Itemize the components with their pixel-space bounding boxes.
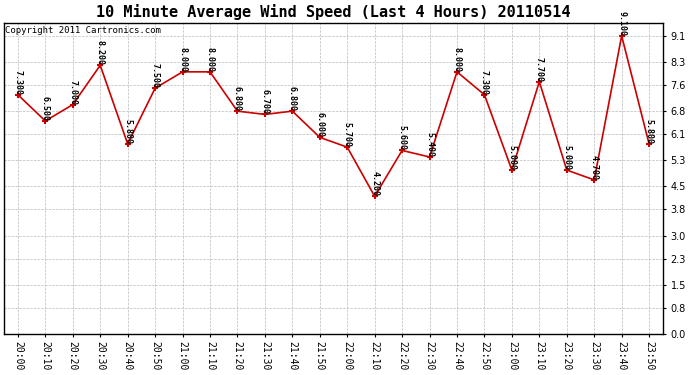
Text: 9.100: 9.100	[617, 11, 626, 36]
Text: 7.300: 7.300	[13, 70, 22, 95]
Text: 8.000: 8.000	[453, 47, 462, 72]
Text: 4.200: 4.200	[370, 171, 380, 196]
Text: 6.800: 6.800	[233, 86, 242, 111]
Text: 6.700: 6.700	[260, 89, 269, 114]
Text: 4.700: 4.700	[590, 155, 599, 180]
Text: 5.400: 5.400	[425, 132, 434, 157]
Text: 8.000: 8.000	[206, 47, 215, 72]
Text: 7.700: 7.700	[535, 57, 544, 82]
Text: Copyright 2011 Cartronics.com: Copyright 2011 Cartronics.com	[6, 26, 161, 35]
Text: 7.300: 7.300	[480, 70, 489, 95]
Text: 5.000: 5.000	[507, 145, 516, 170]
Text: 6.500: 6.500	[41, 96, 50, 121]
Text: 8.200: 8.200	[96, 40, 105, 65]
Text: 5.700: 5.700	[343, 122, 352, 147]
Text: 5.600: 5.600	[397, 125, 406, 150]
Text: 8.000: 8.000	[178, 47, 187, 72]
Text: 7.000: 7.000	[68, 80, 77, 105]
Text: 6.000: 6.000	[315, 112, 324, 137]
Text: 7.500: 7.500	[150, 63, 159, 88]
Text: 6.800: 6.800	[288, 86, 297, 111]
Text: 5.000: 5.000	[562, 145, 571, 170]
Text: 5.800: 5.800	[644, 119, 653, 144]
Title: 10 Minute Average Wind Speed (Last 4 Hours) 20110514: 10 Minute Average Wind Speed (Last 4 Hou…	[96, 4, 571, 20]
Text: 5.800: 5.800	[123, 119, 132, 144]
